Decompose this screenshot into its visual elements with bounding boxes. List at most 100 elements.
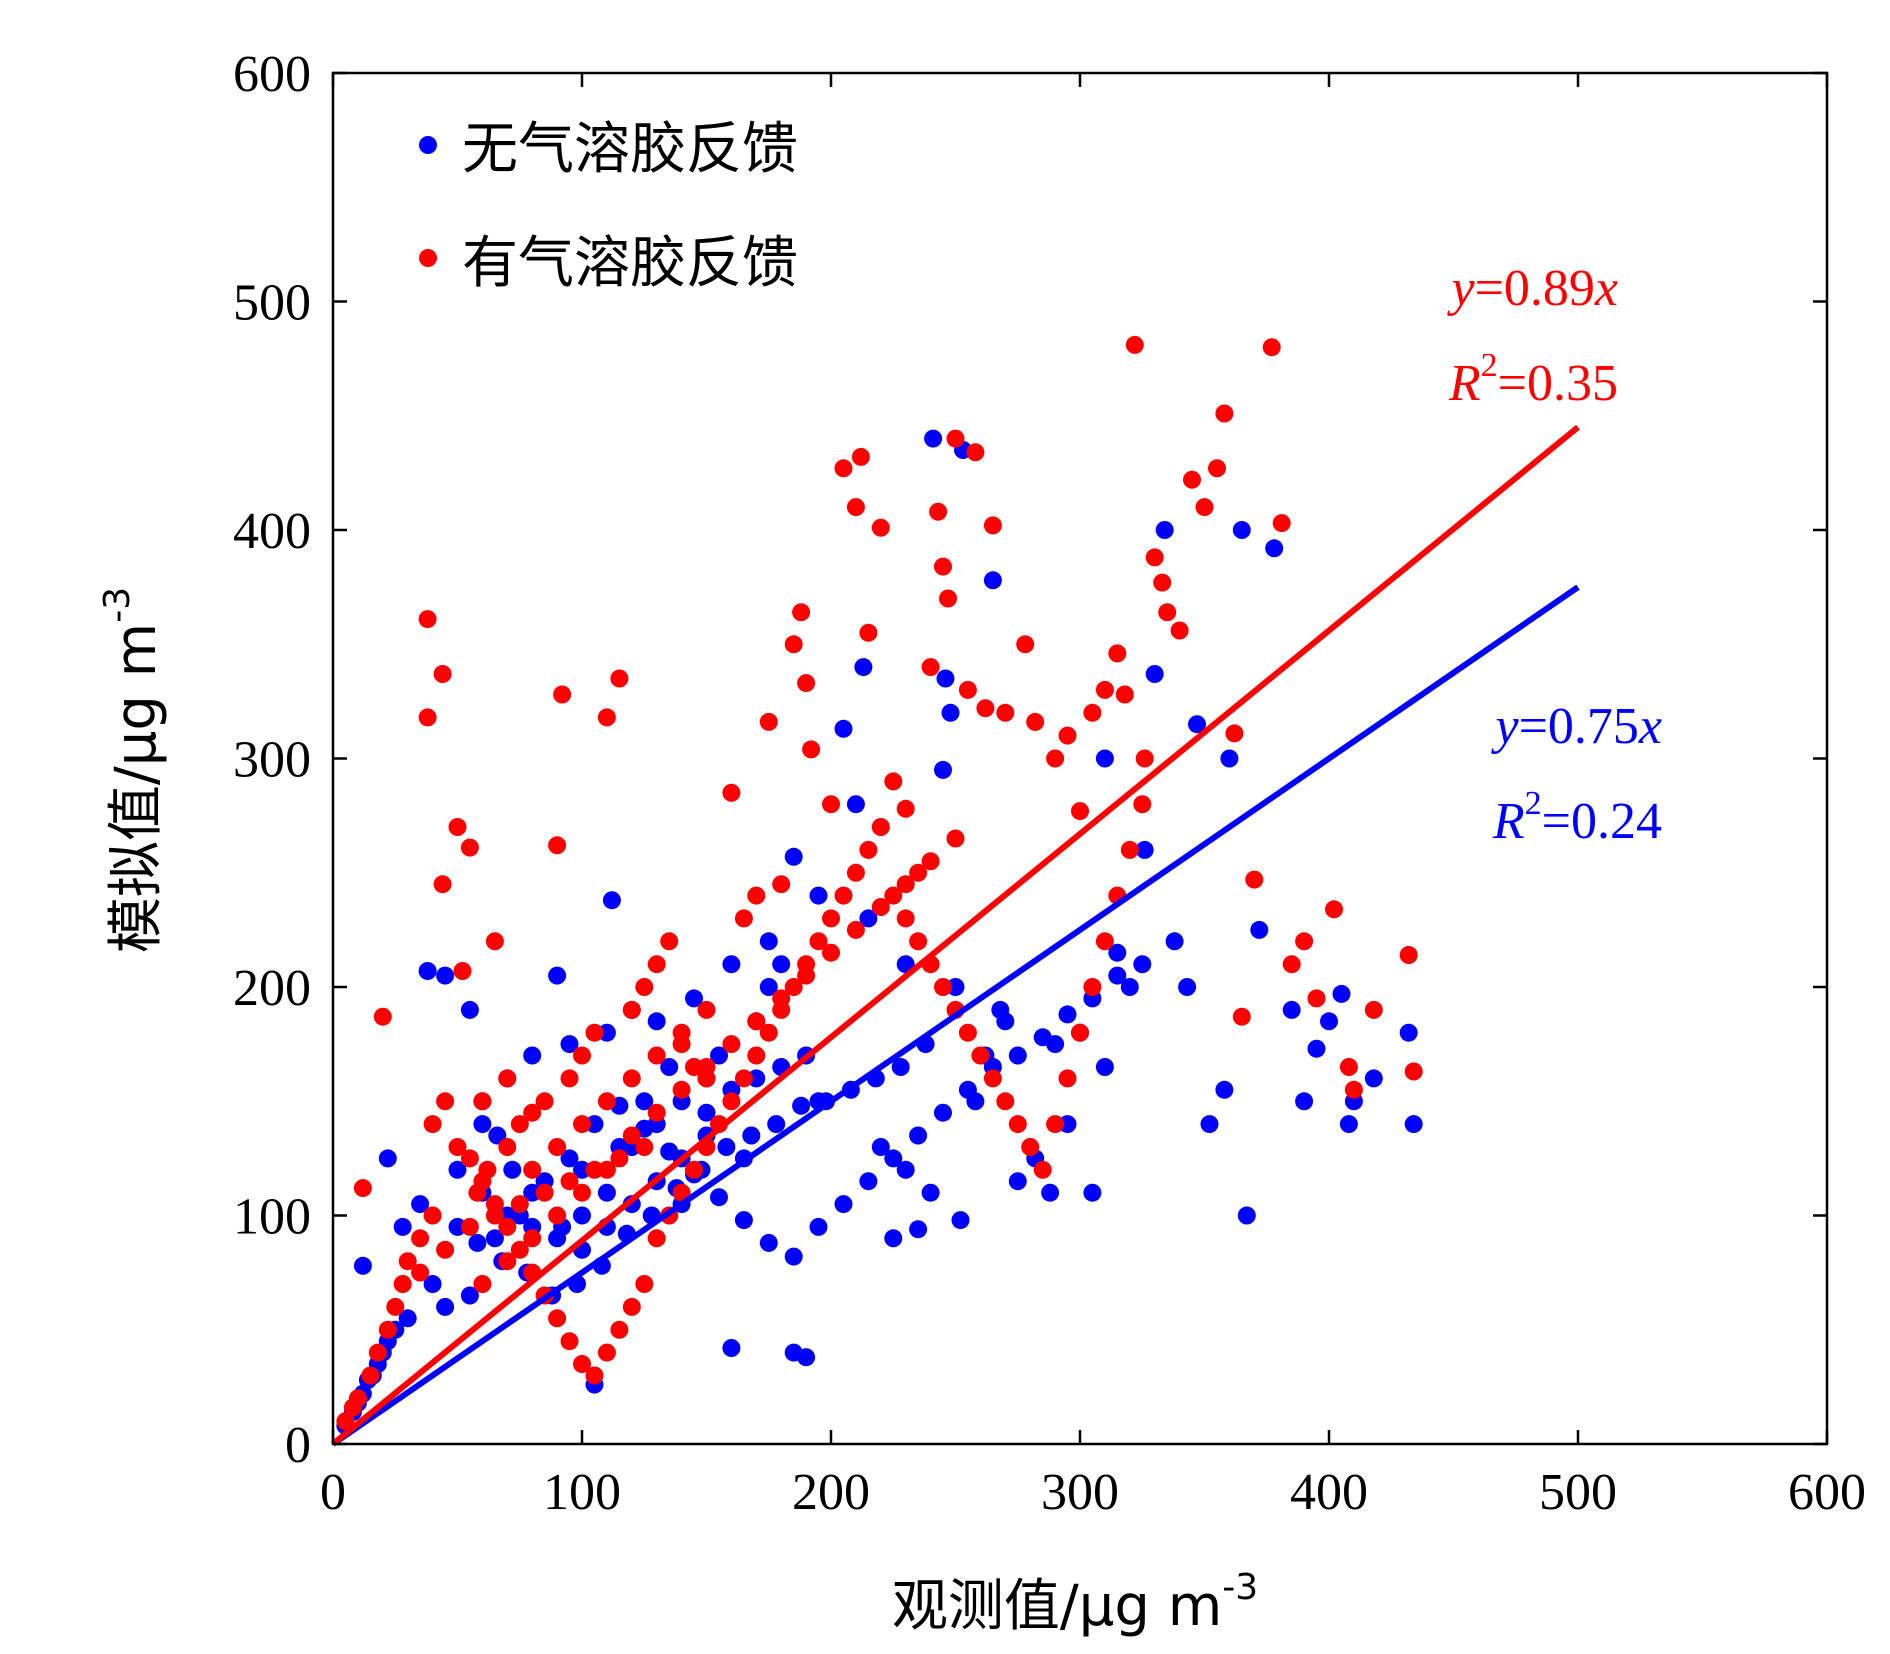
- data-point: [523, 1046, 542, 1065]
- data-point: [473, 1275, 492, 1293]
- y-axis-label: 模拟值/μg m-3: [97, 587, 169, 953]
- data-point: [1307, 989, 1326, 1008]
- data-point: [635, 1138, 654, 1156]
- data-point: [460, 838, 479, 857]
- data-point: [742, 1126, 761, 1145]
- data-point: [1108, 966, 1127, 985]
- data-point: [846, 498, 865, 517]
- data-point: [573, 1206, 591, 1225]
- y-axis-label-sup: -3: [97, 587, 138, 623]
- data-point: [1282, 955, 1301, 974]
- data-point: [1225, 724, 1244, 743]
- data-point: [1058, 1115, 1077, 1134]
- data-point: [436, 1240, 455, 1259]
- r2-r: R: [1448, 355, 1481, 412]
- data-point: [498, 1252, 517, 1271]
- data-point: [802, 740, 821, 759]
- data-point: [423, 1206, 442, 1225]
- data-point: [585, 1023, 604, 1042]
- data-point: [747, 886, 766, 905]
- data-point: [1008, 1046, 1027, 1065]
- data-point: [348, 1389, 367, 1408]
- data-point: [934, 978, 952, 996]
- data-point: [685, 1160, 703, 1179]
- data-point: [560, 1332, 579, 1351]
- data-point: [851, 447, 870, 466]
- data-point: [792, 1096, 811, 1115]
- data-point: [996, 703, 1015, 722]
- data-point: [859, 1172, 878, 1191]
- data-point: [936, 669, 955, 688]
- data-point: [635, 1275, 654, 1293]
- data-point: [884, 772, 903, 791]
- data-point: [1332, 984, 1351, 1003]
- x-tick-label: 100: [543, 1464, 621, 1521]
- data-point: [1145, 548, 1164, 567]
- data-point: [460, 1286, 479, 1305]
- data-point: [946, 978, 965, 996]
- data-point: [378, 1149, 397, 1168]
- data-point: [1237, 1206, 1256, 1225]
- data-point: [722, 1339, 741, 1357]
- data-point: [1220, 749, 1239, 768]
- x-axis-label-sup: -3: [1222, 1567, 1258, 1608]
- data-point: [1215, 404, 1234, 423]
- data-point: [510, 1195, 529, 1214]
- data-point: [647, 955, 666, 974]
- data-point: [448, 818, 467, 836]
- x-axis-label: 观测值/μg m-3: [892, 1567, 1258, 1639]
- data-point: [560, 1069, 579, 1088]
- ticks-layer: 0 100 200 300 400 500 600 0 100 200 300 400 500 600: [233, 46, 1866, 1521]
- data-point: [473, 1092, 492, 1111]
- data-point: [398, 1309, 417, 1328]
- fit-lines-layer: [331, 424, 1580, 1447]
- data-point: [759, 932, 778, 951]
- data-point: [510, 1115, 529, 1134]
- data-point: [871, 1138, 890, 1156]
- data-point: [597, 1160, 616, 1179]
- data-point: [859, 840, 878, 859]
- data-point: [1325, 900, 1343, 919]
- x-axis-label-text: 观测值/μg m: [892, 1574, 1222, 1639]
- data-point: [1165, 932, 1184, 951]
- data-point: [710, 1046, 728, 1065]
- data-point: [846, 863, 865, 882]
- data-point: [1120, 978, 1139, 996]
- data-point: [983, 1069, 1002, 1088]
- data-point: [697, 1000, 716, 1019]
- data-point: [934, 557, 952, 576]
- data-point: [846, 795, 865, 814]
- data-point: [353, 1256, 372, 1275]
- r2-sup: 2: [1481, 347, 1498, 384]
- data-point: [573, 1183, 591, 1202]
- data-point: [622, 1297, 641, 1316]
- fit-equation-with-feedback: y=0.89x: [1446, 260, 1618, 317]
- data-point: [1008, 1115, 1027, 1134]
- data-point: [436, 1297, 455, 1316]
- y-tick-label: 100: [233, 1189, 311, 1246]
- data-point: [1320, 1012, 1338, 1031]
- data-point: [361, 1366, 380, 1385]
- data-point: [1295, 1092, 1314, 1111]
- data-point: [553, 685, 572, 704]
- fit-line-series-1: [331, 424, 1580, 1447]
- data-point: [896, 955, 915, 974]
- data-point: [523, 1229, 542, 1248]
- data-point: [896, 799, 915, 818]
- data-point: [1071, 802, 1089, 821]
- data-point: [548, 836, 567, 855]
- data-point: [672, 1080, 691, 1099]
- data-point: [548, 1309, 567, 1328]
- data-point: [423, 1275, 442, 1293]
- data-point: [1108, 943, 1127, 962]
- data-point: [647, 1012, 666, 1031]
- data-point: [423, 1115, 442, 1134]
- data-point: [809, 932, 828, 951]
- fit-equation-no-feedback: y=0.75x: [1490, 698, 1662, 755]
- data-point: [772, 875, 791, 894]
- data-point: [921, 852, 940, 871]
- data-point: [1095, 1058, 1114, 1076]
- data-point: [966, 443, 985, 462]
- data-point: [921, 1183, 940, 1202]
